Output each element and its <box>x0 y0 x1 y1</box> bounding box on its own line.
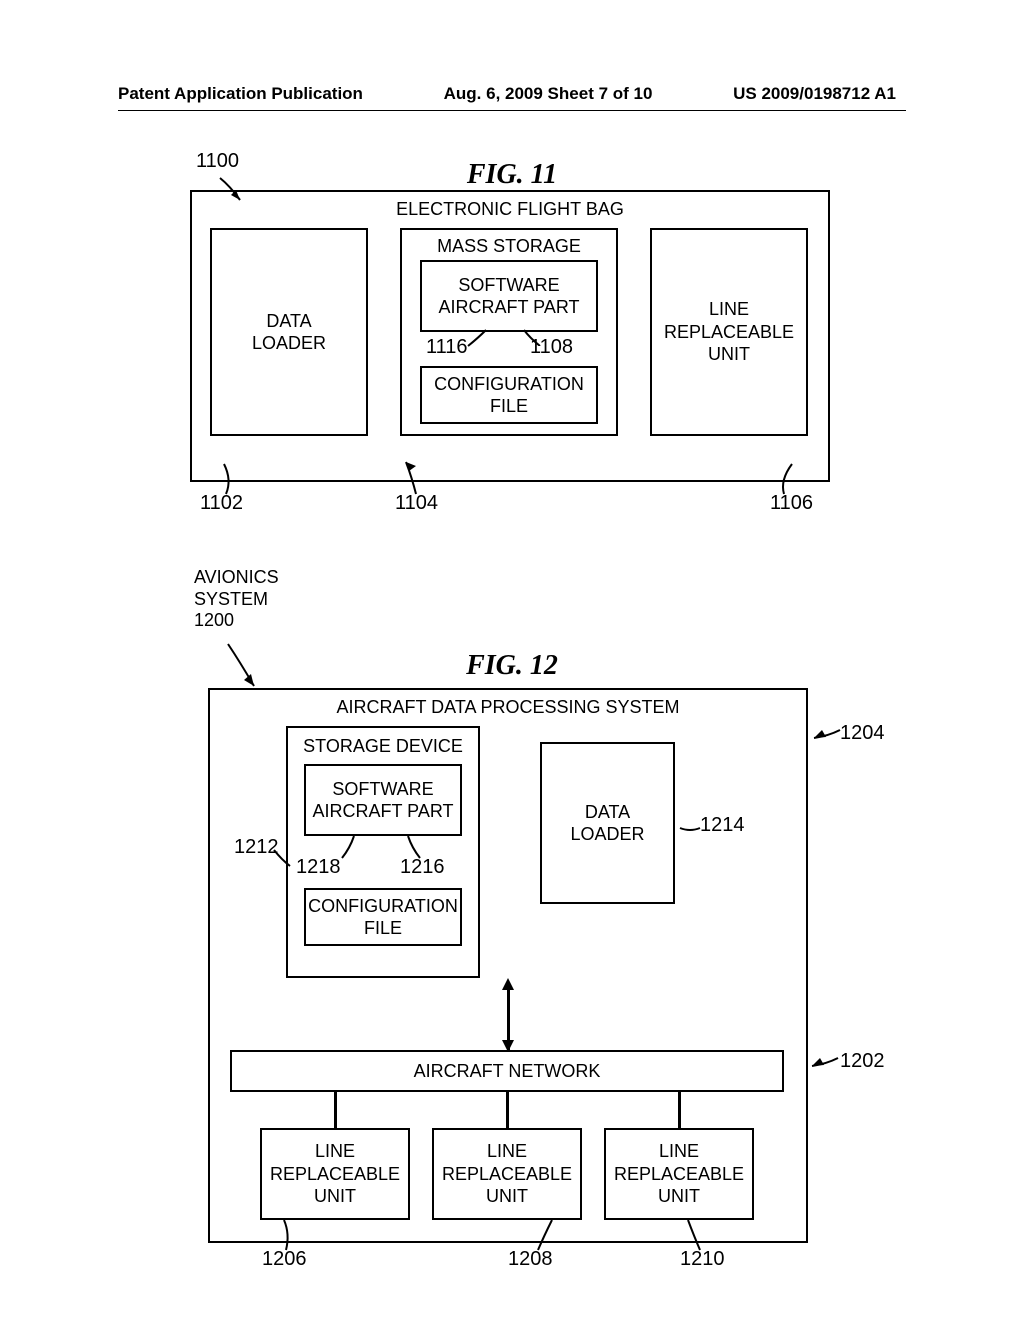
leader-1210 <box>686 1218 710 1252</box>
avionics-system-label: AVIONICS SYSTEM 1200 <box>194 567 279 632</box>
leader-1202 <box>808 1044 842 1070</box>
ref-1214: 1214 <box>700 814 745 837</box>
fig12-lru2-text: LINE REPLACEABLE UNIT <box>442 1140 572 1208</box>
fig11-outer-label: ELECTRONIC FLIGHT BAG <box>190 199 830 220</box>
fig12-outer-label: AIRCRAFT DATA PROCESSING SYSTEM <box>208 697 808 718</box>
fig11-title: FIG. 11 <box>0 159 1024 191</box>
connector-net-lru3 <box>678 1092 681 1128</box>
fig12-sd-title: STORAGE DEVICE <box>286 736 480 757</box>
fig11-lru-text: LINE REPLACEABLE UNIT <box>664 298 794 366</box>
fig12-lru-3: LINE REPLACEABLE UNIT <box>604 1128 754 1220</box>
header-rule <box>118 110 906 111</box>
fig12-aircraft-network: AIRCRAFT NETWORK <box>230 1050 784 1092</box>
fig12-data-loader: DATA LOADER <box>540 742 675 904</box>
arrow-down-net <box>502 1040 514 1052</box>
page-header: Patent Application Publication Aug. 6, 2… <box>0 84 1024 104</box>
fig12-config-file: CONFIGURATION FILE <box>304 888 462 946</box>
fig12-title: FIG. 12 <box>0 650 1024 682</box>
fig11-ms-title: MASS STORAGE <box>400 236 618 257</box>
avionics-text: AVIONICS SYSTEM 1200 <box>194 567 279 630</box>
fig12-lru-1: LINE REPLACEABLE UNIT <box>260 1128 410 1220</box>
fig11-dl-text: DATA LOADER <box>252 310 326 355</box>
fig12-sap-text: SOFTWARE AIRCRAFT PART <box>312 778 453 823</box>
fig11-lru: LINE REPLACEABLE UNIT <box>650 228 808 436</box>
ref-1116: 1116 <box>426 336 468 359</box>
connector-net-lru1 <box>334 1092 337 1128</box>
fig12-lru1-text: LINE REPLACEABLE UNIT <box>270 1140 400 1208</box>
fig12-net-text: AIRCRAFT NETWORK <box>414 1060 601 1083</box>
fig12-lru3-text: LINE REPLACEABLE UNIT <box>614 1140 744 1208</box>
leader-1214 <box>678 818 704 836</box>
ref-1202: 1202 <box>840 1050 885 1073</box>
header-left: Patent Application Publication <box>118 84 363 104</box>
leader-1104 <box>402 458 432 496</box>
ref-1218: 1218 <box>296 856 341 879</box>
leader-1204 <box>810 716 844 742</box>
leader-1208 <box>536 1218 560 1252</box>
leader-1218 <box>340 834 362 860</box>
leader-1206 <box>280 1218 304 1252</box>
ref-1204: 1204 <box>840 722 885 745</box>
leader-1216 <box>404 834 426 860</box>
leader-1116 <box>466 328 492 348</box>
header-center: Aug. 6, 2009 Sheet 7 of 10 <box>444 84 653 104</box>
header-right: US 2009/0198712 A1 <box>733 84 896 104</box>
fig12-software-aircraft-part: SOFTWARE AIRCRAFT PART <box>304 764 462 836</box>
fig12-cf-text: CONFIGURATION FILE <box>308 895 458 940</box>
connector-net-lru2 <box>506 1092 509 1128</box>
leader-1108 <box>522 328 544 346</box>
fig11-config-file: CONFIGURATION FILE <box>420 366 598 424</box>
fig11-cf-text: CONFIGURATION FILE <box>434 373 584 418</box>
leader-1102 <box>220 462 250 496</box>
fig12-lru-2: LINE REPLACEABLE UNIT <box>432 1128 582 1220</box>
fig11-data-loader: DATA LOADER <box>210 228 368 436</box>
fig11-sap-text: SOFTWARE AIRCRAFT PART <box>438 274 579 319</box>
leader-1212 <box>272 848 296 868</box>
leader-1106 <box>778 462 808 496</box>
fig12-dl-text: DATA LOADER <box>570 801 644 846</box>
arrow-up-adps <box>502 978 514 990</box>
fig11-software-aircraft-part: SOFTWARE AIRCRAFT PART <box>420 260 598 332</box>
